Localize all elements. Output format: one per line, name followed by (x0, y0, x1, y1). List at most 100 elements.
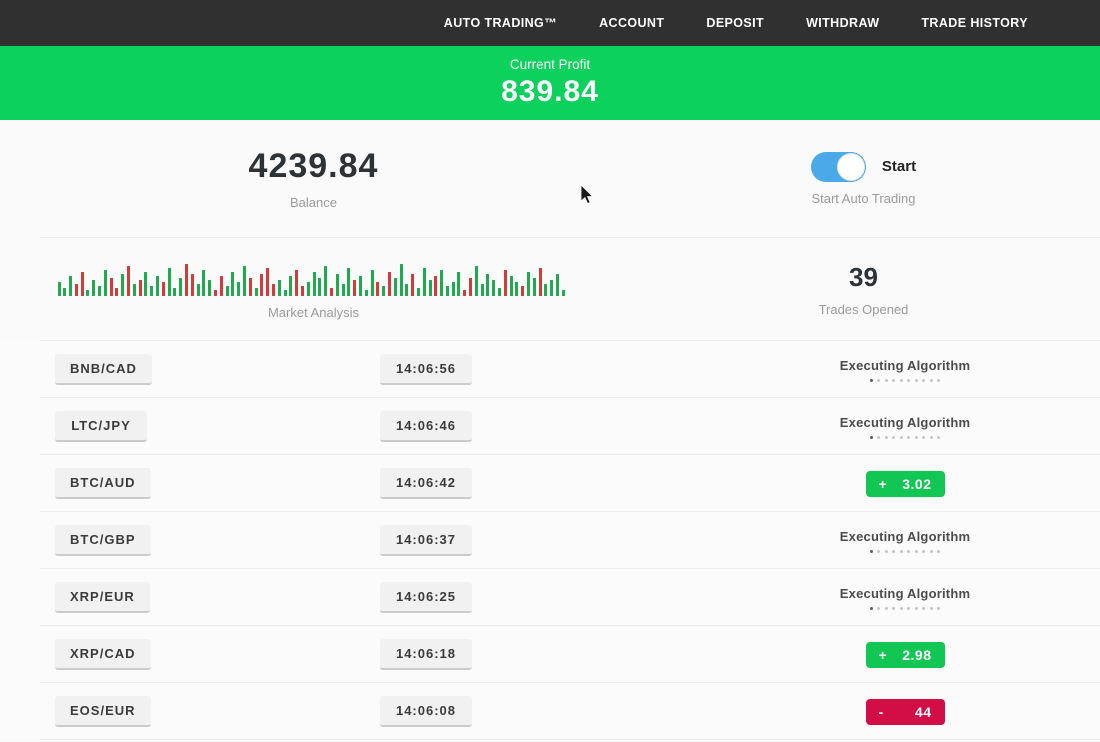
executing-algorithm-label: Executing Algorithm (839, 528, 971, 544)
market-bar (300, 286, 304, 296)
trade-row: XRP/CAD 14:06:18 +2.98 (0, 626, 1100, 683)
market-bar (428, 280, 432, 296)
trade-status: - 44 (710, 698, 1100, 725)
time-badge: 14:06:46 (380, 411, 472, 442)
market-bar (219, 276, 223, 296)
market-bar (527, 272, 531, 296)
market-bar (57, 282, 61, 296)
result-amount: 44 (914, 703, 932, 720)
executing-algorithm-label: Executing Algorithm (839, 414, 971, 430)
market-section: Market Analysis 39 Trades Opened (0, 238, 1100, 340)
trade-row: XRP/EUR 14:06:25 Executing Algorithm (0, 569, 1100, 626)
market-bar (115, 288, 119, 296)
time-badge: 14:06:42 (380, 468, 472, 499)
market-analysis-chart (57, 258, 570, 296)
market-bar (127, 266, 131, 296)
result-amount: 3.02 (902, 475, 932, 492)
section-divider (40, 340, 1100, 341)
market-bar (382, 286, 386, 296)
pair-badge: XRP/EUR (55, 582, 150, 613)
market-bar (434, 276, 438, 296)
market-bar (185, 264, 189, 296)
trade-status: +3.02 (710, 470, 1100, 497)
market-bar (196, 284, 200, 296)
market-bar (271, 284, 275, 296)
market-bar (225, 286, 229, 296)
market-bar (538, 268, 542, 296)
market-bar (138, 280, 142, 296)
market-bar (457, 272, 461, 296)
trade-status: Executing Algorithm (710, 586, 1100, 610)
loss-badge: - 44 (865, 698, 945, 725)
trades-opened-count: 39 (849, 261, 878, 292)
market-bar (503, 270, 507, 296)
market-bar (144, 272, 148, 296)
market-bar (295, 270, 299, 296)
current-profit-label: Current Profit (509, 57, 591, 72)
market-bar (231, 272, 235, 296)
current-profit-value: 839.84 (501, 75, 599, 108)
nav-item-auto-trading[interactable]: AUTO TRADING™ (443, 16, 558, 30)
market-bar (509, 276, 513, 296)
market-bar (399, 264, 403, 296)
result-sign: - (878, 703, 884, 720)
nav-item-trade-history[interactable]: TRADE HISTORY (921, 16, 1028, 30)
market-bar (208, 280, 212, 296)
market-bar (69, 276, 73, 296)
nav-item-withdraw[interactable]: WITHDRAW (806, 16, 880, 30)
trade-status: +2.98 (710, 641, 1100, 668)
market-bar (266, 268, 270, 296)
market-bar (353, 280, 357, 296)
top-navigation: AUTO TRADING™ ACCOUNT DEPOSIT WITHDRAW TRADE… (0, 0, 1100, 46)
market-bar (179, 278, 183, 296)
trade-status: Executing Algorithm (710, 358, 1100, 382)
market-bar (550, 280, 554, 296)
market-bar (544, 284, 548, 296)
trade-list: BNB/CAD 14:06:56 Executing Algorithm LTC… (0, 341, 1100, 740)
trade-row: EOS/EUR 14:06:08 - 44 (0, 683, 1100, 740)
trade-row: BTC/AUD 14:06:42 +3.02 (0, 455, 1100, 512)
market-bar (260, 274, 264, 296)
market-bar (561, 290, 565, 296)
executing-algorithm-label: Executing Algorithm (839, 357, 971, 373)
time-badge: 14:06:37 (380, 525, 472, 556)
market-bar (248, 278, 252, 296)
market-bar (521, 286, 525, 296)
nav-item-deposit[interactable]: DEPOSIT (706, 16, 765, 30)
toggle-label: Start (881, 158, 917, 175)
market-analysis-label: Market Analysis (267, 305, 360, 320)
market-bar (98, 286, 102, 296)
pair-badge: BTC/AUD (55, 468, 151, 499)
nav-item-account[interactable]: ACCOUNT (599, 16, 665, 30)
pair-badge: EOS/EUR (55, 696, 151, 727)
market-bar (202, 270, 206, 296)
market-bar (173, 288, 177, 296)
market-bar (393, 278, 397, 296)
market-bar (469, 278, 473, 296)
market-bar (324, 266, 328, 296)
auto-trading-toggle[interactable] (810, 151, 866, 182)
market-bar (161, 282, 165, 296)
market-bar (254, 288, 258, 296)
market-bar (190, 274, 194, 296)
market-bar (283, 290, 287, 296)
market-bar (289, 276, 293, 296)
result-sign: + (878, 646, 888, 663)
executing-algorithm-label: Executing Algorithm (839, 585, 971, 601)
market-bar (121, 274, 125, 296)
time-badge: 14:06:25 (380, 582, 472, 613)
market-bar (74, 284, 78, 296)
balance-section: 4239.84 Balance Start Start Auto Trading (0, 120, 1100, 237)
market-bar (556, 274, 560, 296)
market-bar (329, 288, 333, 296)
market-bar (376, 282, 380, 296)
market-bar (103, 270, 107, 296)
market-bar (532, 278, 536, 296)
balance-value: 4239.84 (248, 147, 379, 185)
executing-progress-dots (869, 435, 941, 439)
market-bar (416, 288, 420, 296)
executing-progress-dots (869, 378, 941, 382)
market-bar (486, 274, 490, 296)
market-bar (92, 280, 96, 296)
time-badge: 14:06:18 (380, 639, 472, 670)
